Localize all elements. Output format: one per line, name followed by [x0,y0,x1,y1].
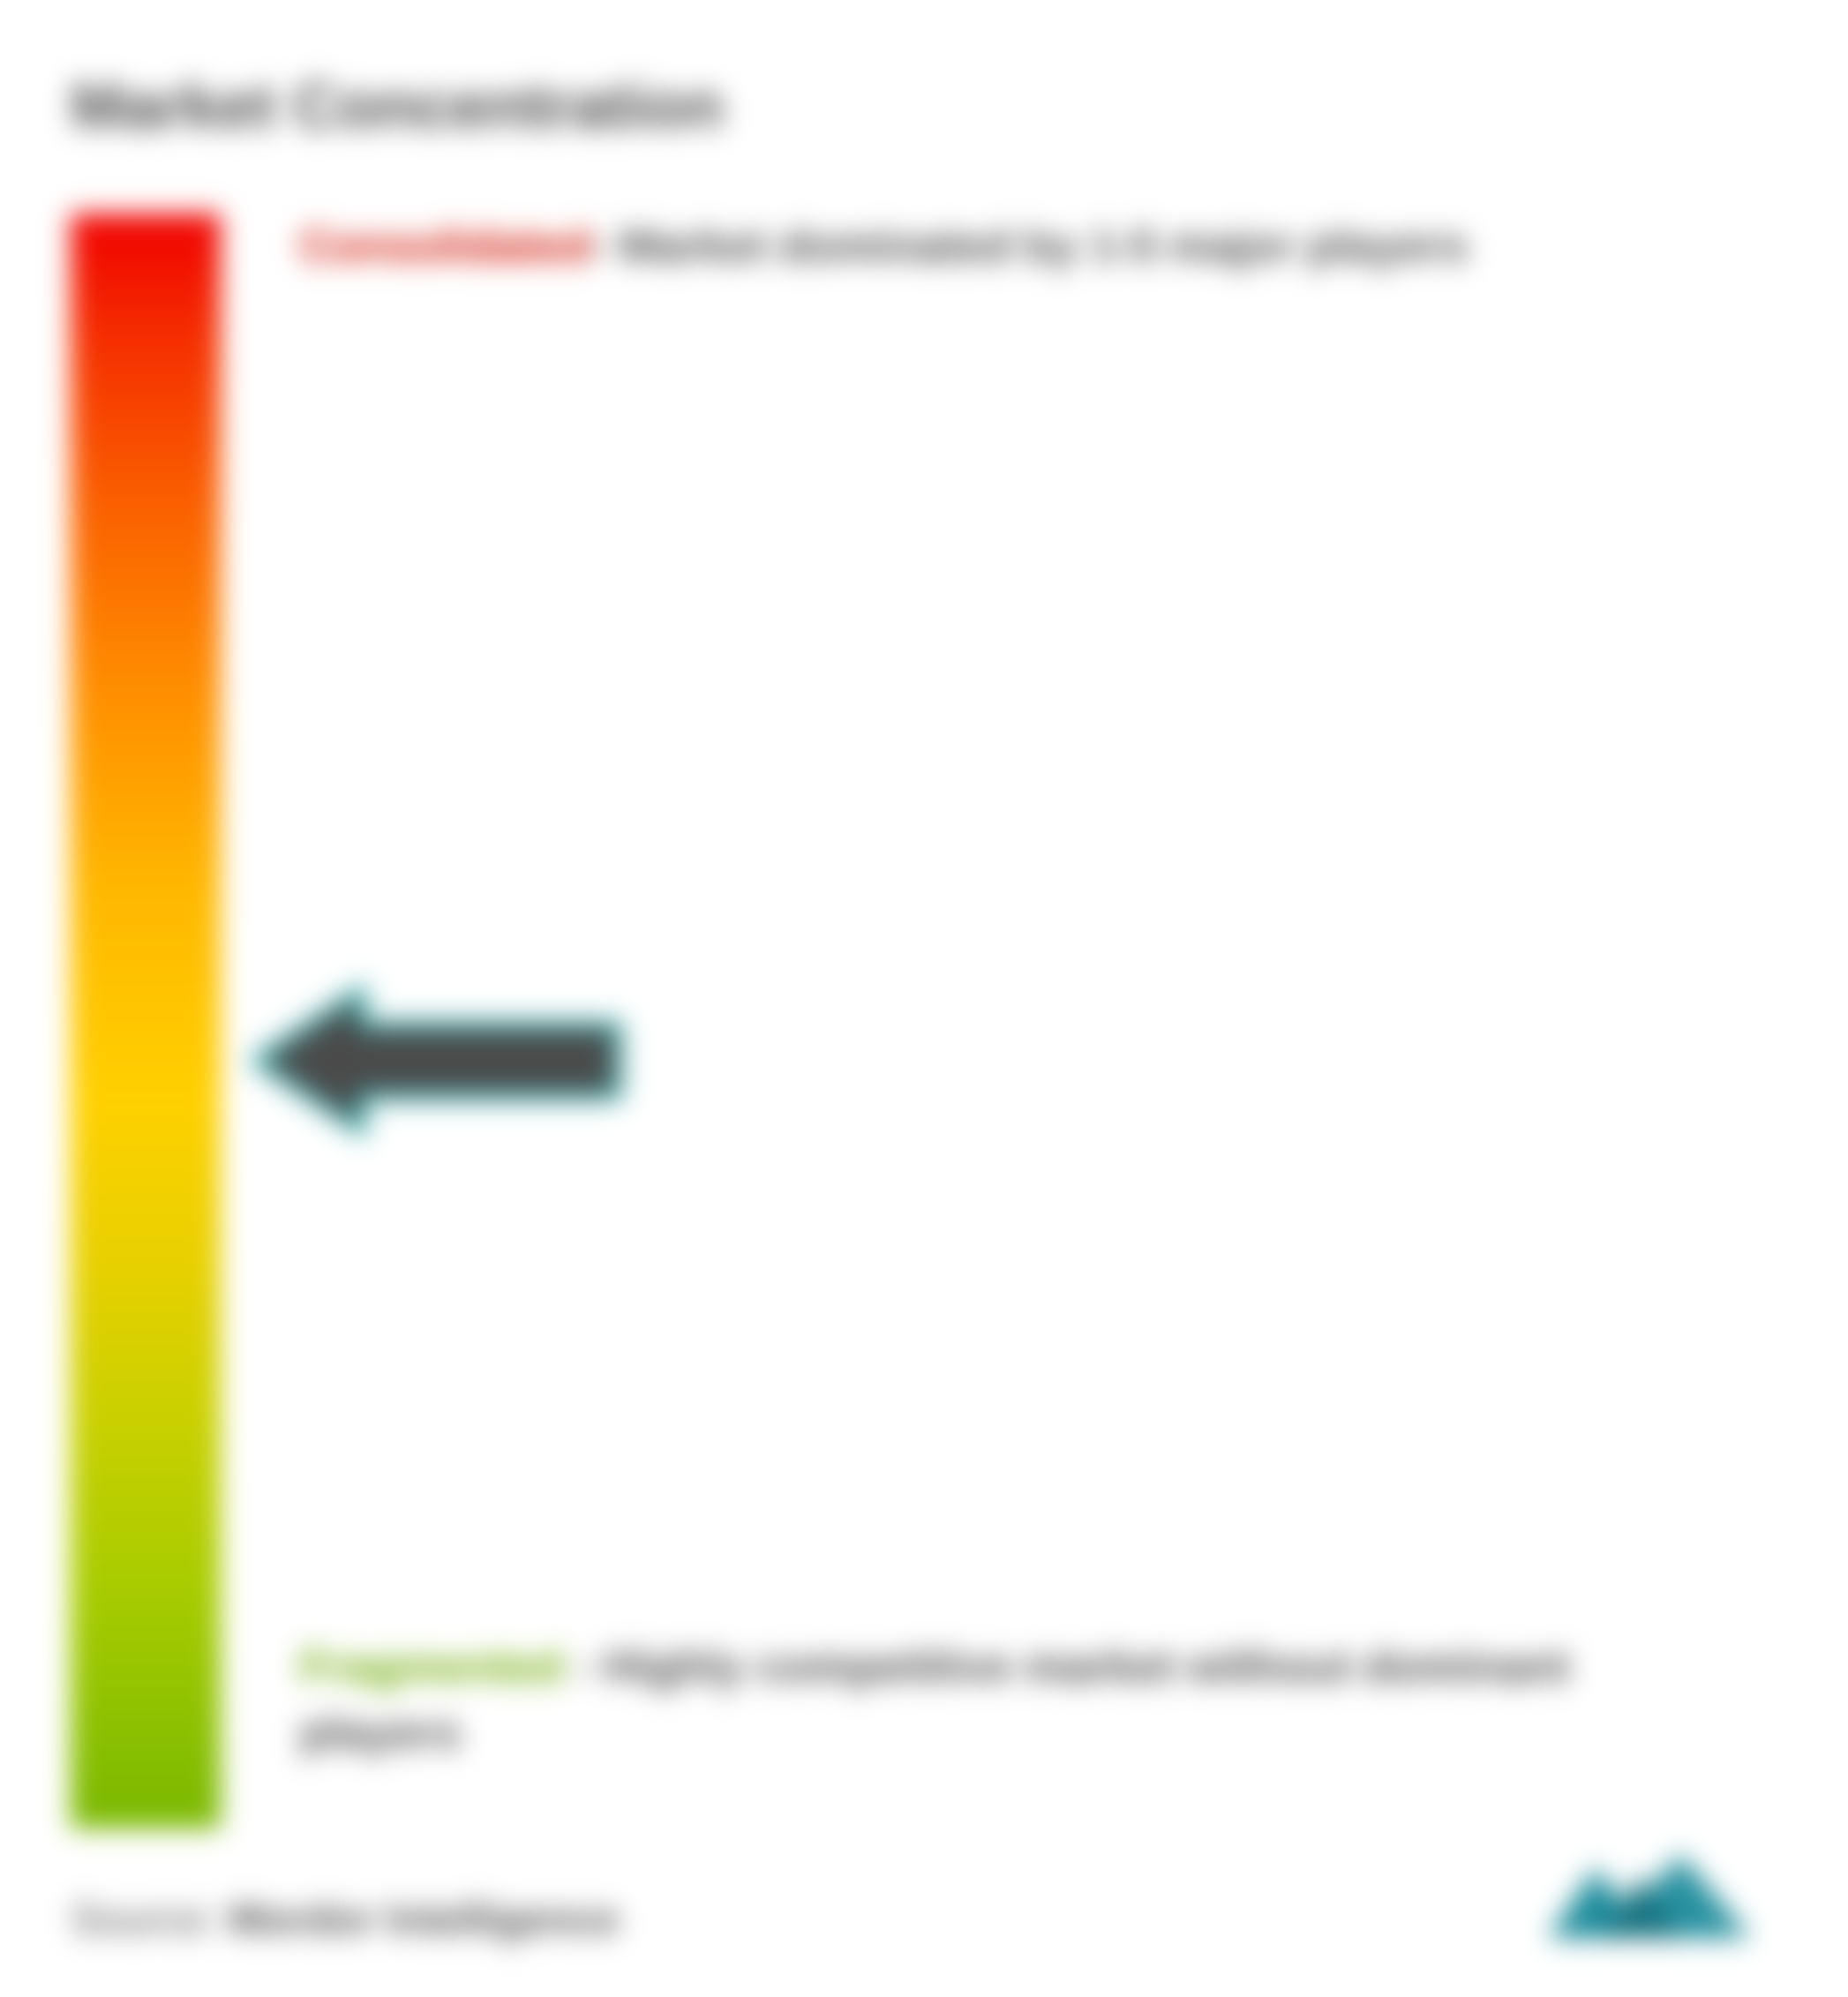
consolidated-desc: - Market dominated by 1-5 major players [590,221,1468,272]
market-concentration-infographic: Market Concentration Consolidated- Marke… [0,0,1848,1997]
source-prefix: Source: [71,1896,216,1943]
concentration-diagram: Consolidated- Market dominated by 1-5 ma… [71,214,1777,1828]
source-name: Mordor Intelligence [229,1896,620,1943]
source-footer: Source: Mordor Intelligence [71,1896,1777,1944]
fragmented-label: Fragmented - Highly competitive market w… [300,1634,1742,1768]
gradient-scale-bar [71,214,221,1828]
indicator-arrow [247,972,635,1153]
page-title: Market Concentration [71,71,1777,143]
fragmented-accent: Fragmented [300,1641,563,1693]
mordor-logo-icon [1548,1854,1777,1953]
consolidated-accent: Consolidated [300,221,590,272]
consolidated-label: Consolidated- Market dominated by 1-5 ma… [300,214,1742,280]
